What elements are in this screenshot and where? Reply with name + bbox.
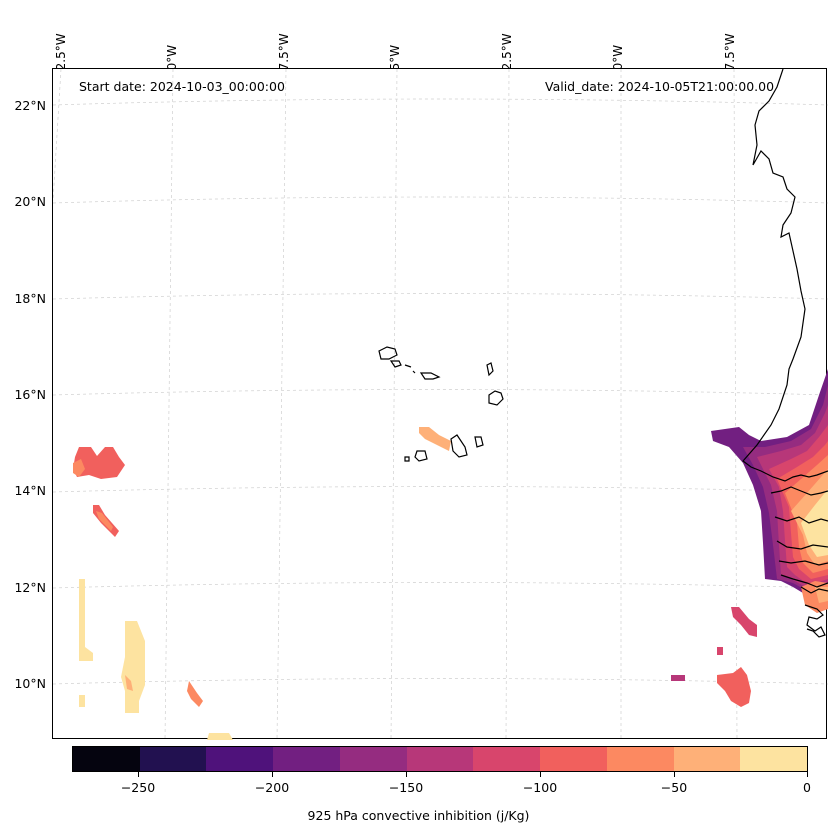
gridline-lon-17-5w xyxy=(733,69,738,740)
island-santa-luzia xyxy=(404,364,416,374)
cin-patch-west-e xyxy=(79,695,85,707)
colorbar-bin-8 xyxy=(606,747,674,771)
colorbar-label: 925 hPa convective inhibition (j/Kg) xyxy=(307,808,530,823)
colorbar-tick-label: 0 xyxy=(803,780,811,795)
lat-label-14n: 14°N xyxy=(14,483,46,498)
map-canvas xyxy=(53,69,828,740)
gridline-lat-14n xyxy=(53,486,828,493)
cin-band-8 xyxy=(801,489,828,557)
cin-patch-west-a-edge xyxy=(73,459,85,477)
lat-label-18n: 18°N xyxy=(14,291,46,306)
coastlines xyxy=(378,69,828,638)
colorbar-tick-label: −50 xyxy=(660,780,688,795)
island-sao-nicolau xyxy=(419,372,441,380)
colorbar-tick-label: −250 xyxy=(120,780,156,795)
cin-fill-patches xyxy=(73,369,828,740)
gridline-lat-18n xyxy=(53,293,828,300)
colorbar xyxy=(72,746,808,772)
cin-patch-west-b-inner xyxy=(96,511,113,531)
graticule xyxy=(53,69,828,740)
colorbar-bin-3 xyxy=(273,747,340,771)
cin-patch-southeast xyxy=(717,667,751,707)
colorbar-bin-1 xyxy=(139,747,207,771)
colorbar-bin-0 xyxy=(73,747,140,771)
colorbar-tick-label: −200 xyxy=(254,780,290,795)
island-santo-antao xyxy=(378,346,398,360)
colorbar-tick-mark xyxy=(138,772,139,777)
colorbar-bin-2 xyxy=(206,747,274,771)
valid-date-label: Valid_date: 2024-10-05T21:00:00.00 xyxy=(545,79,775,94)
cin-patch-east-small xyxy=(717,647,723,655)
colorbar-bin-9 xyxy=(673,747,741,771)
island-maio xyxy=(474,436,484,448)
cin-patch-sierra xyxy=(731,607,757,637)
island-boa-vista xyxy=(488,390,504,406)
gridline-lat-10n xyxy=(53,678,828,685)
colorbar-bin-5 xyxy=(406,747,474,771)
cin-patch-west-a xyxy=(73,447,125,479)
colorbar-tick-mark xyxy=(807,772,808,777)
map-frame xyxy=(52,68,828,740)
gridline-lat-12n xyxy=(53,582,828,589)
cin-patch-west-d-spot xyxy=(125,675,133,691)
start-date-label: Start date: 2024-10-03_00:00:00 xyxy=(79,79,285,94)
gridline-lon-27-5w xyxy=(276,69,287,740)
cin-patch-west-f xyxy=(187,681,203,707)
island-brava xyxy=(404,456,410,462)
gridline-lat-20n xyxy=(53,196,828,204)
island-sal xyxy=(486,362,494,377)
cin-patch-west-g xyxy=(207,733,233,740)
gridline-lon-25w xyxy=(390,69,398,740)
colorbar-tick-mark xyxy=(674,772,675,777)
colorbar-bin-7 xyxy=(540,747,607,771)
colorbar-tick-label: −150 xyxy=(388,780,424,795)
island-sao-vicente xyxy=(389,360,402,368)
gridline-lon-30w xyxy=(164,69,174,740)
colorbar-tick-mark xyxy=(540,772,541,777)
colorbar-bin-4 xyxy=(339,747,407,771)
cin-patch-west-d xyxy=(121,621,145,713)
colorbar-tick-label: −100 xyxy=(522,780,558,795)
gridline-lat-22n xyxy=(53,98,828,106)
cin-patch-west-c xyxy=(79,579,93,661)
gridline-lon-22-5w xyxy=(505,69,510,740)
coastline-senegal-rivers xyxy=(770,486,828,588)
cin-patch-south-small xyxy=(671,675,685,681)
cin-patch-guinea-b xyxy=(815,587,828,603)
island-fogo xyxy=(414,450,428,462)
lat-label-10n: 10°N xyxy=(14,676,46,691)
cin-patch-cape-verde xyxy=(419,427,451,451)
gridline-lat-16n xyxy=(53,389,828,396)
colorbar-bin-6 xyxy=(473,747,541,771)
colorbar-tick-mark xyxy=(406,772,407,777)
colorbar-tick-mark xyxy=(272,772,273,777)
lat-label-16n: 16°N xyxy=(14,387,46,402)
coastline-africa xyxy=(742,69,828,482)
coastline-guinea-bissau xyxy=(800,586,828,638)
lat-label-22n: 22°N xyxy=(14,98,46,113)
island-santiago xyxy=(450,434,468,458)
colorbar-bin-10 xyxy=(740,747,808,771)
lat-label-12n: 12°N xyxy=(14,580,46,595)
gridline-lon-32-5w xyxy=(53,69,62,202)
lat-label-20n: 20°N xyxy=(14,194,46,209)
